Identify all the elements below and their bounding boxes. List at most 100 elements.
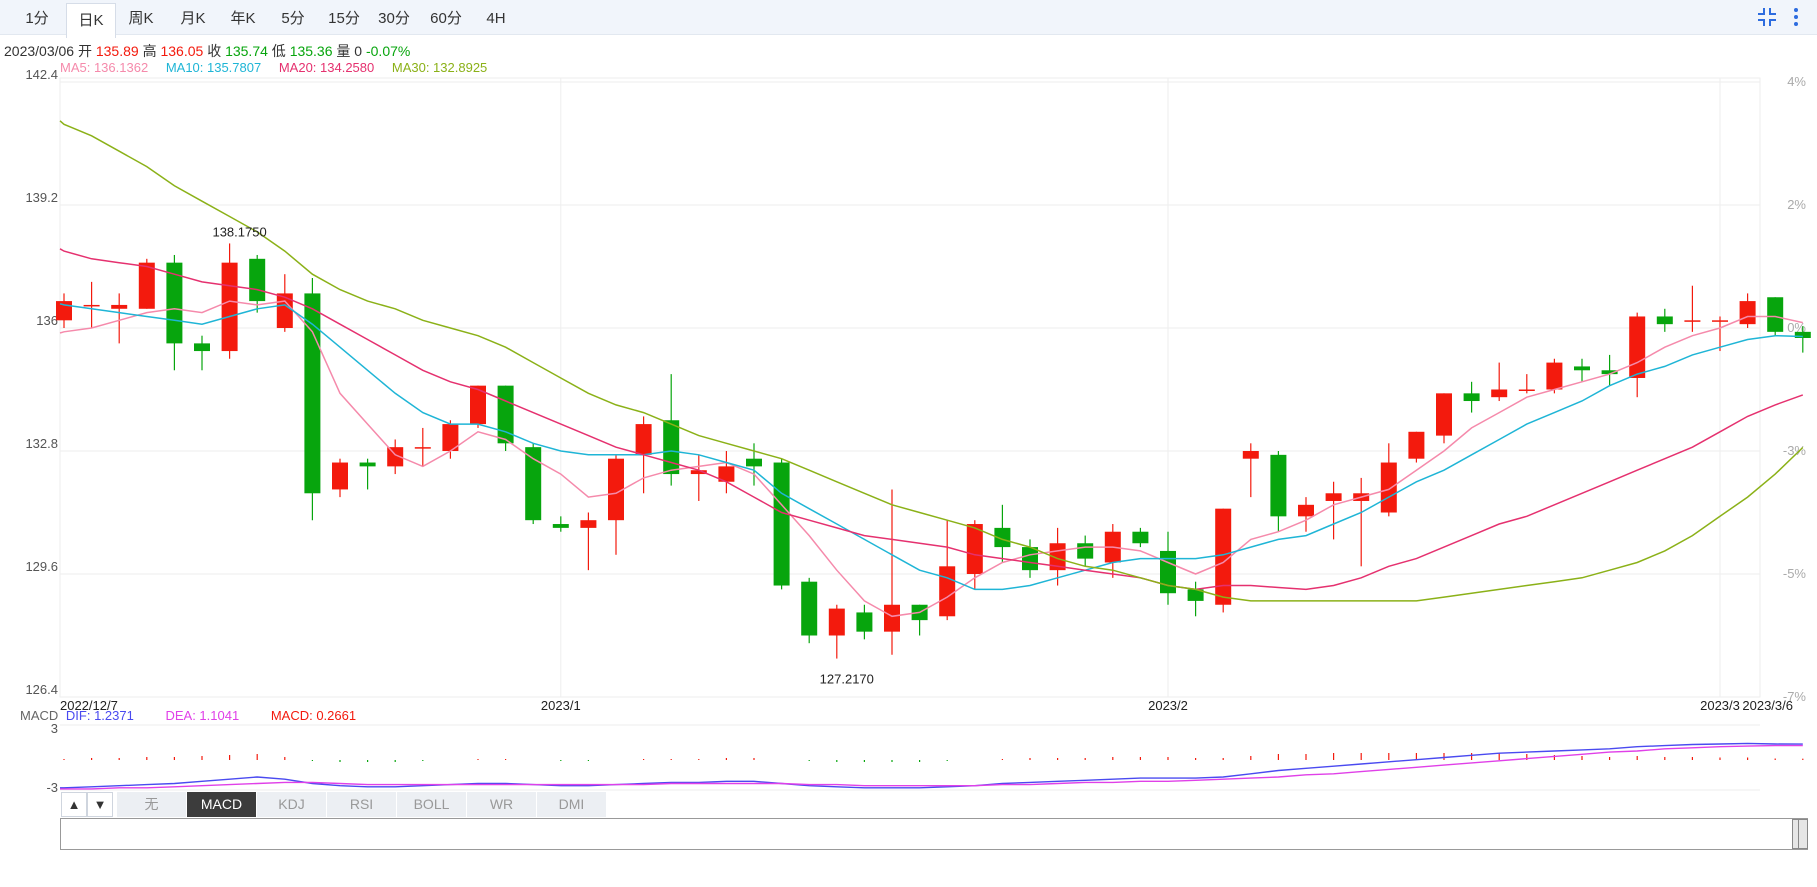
candle-body	[332, 462, 348, 490]
candle	[497, 385, 514, 451]
candle	[1325, 481, 1342, 540]
y-tick-label: 139.2	[25, 190, 58, 205]
candle-body	[801, 581, 818, 636]
candle	[276, 274, 293, 332]
candle-body	[138, 262, 155, 309]
tab-monthly-k[interactable]: 月K	[180, 10, 206, 27]
tab-daily-k[interactable]: 日K	[66, 3, 116, 38]
pct-tick-label: -3%	[1783, 443, 1807, 458]
pct-tick-label: 4%	[1787, 74, 1806, 89]
candle	[1491, 362, 1508, 402]
pct-tick-label: -5%	[1783, 566, 1807, 581]
time-navigator[interactable]	[60, 818, 1808, 850]
candle-body	[1518, 389, 1535, 391]
info-high-value: 136.05	[160, 43, 204, 59]
candle	[1132, 527, 1149, 548]
extreme-annotation: 138.1750	[212, 224, 266, 239]
candle	[1187, 581, 1204, 617]
indicator-tab-rsi[interactable]: RSI	[327, 792, 397, 817]
candle-body	[994, 527, 1011, 548]
candle	[690, 454, 707, 501]
indicator-tab-none[interactable]: 无	[117, 792, 187, 817]
tab-1min[interactable]: 1分	[25, 10, 49, 27]
candle-body	[1408, 431, 1425, 459]
candle	[1794, 326, 1811, 353]
candle-body	[470, 385, 486, 425]
candle-body	[690, 470, 707, 475]
indicator-tab-macd[interactable]: MACD	[187, 792, 257, 817]
candle	[1298, 497, 1314, 532]
arrow-up-button[interactable]: ▲	[61, 792, 87, 817]
candle-body	[387, 447, 404, 467]
candle-body	[83, 304, 100, 307]
date-axis: 2022/12/7 2023/1 2023/2 2023/3 2023/3/6	[60, 698, 1793, 713]
candle	[939, 520, 956, 621]
candle-body	[856, 612, 873, 632]
x-tick-label: 2023/3	[1700, 698, 1740, 713]
candle	[608, 454, 624, 555]
dea-legend: DEA: 1.1041	[165, 708, 240, 723]
candle	[856, 604, 873, 640]
candle-body	[939, 566, 956, 617]
tab-30min[interactable]: 30分	[378, 10, 410, 27]
dif-line	[60, 742, 1803, 789]
tab-yearly-k[interactable]: 年K	[230, 10, 256, 27]
y-tick-label: 129.6	[25, 559, 58, 574]
y-tick-label: 132.8	[25, 436, 58, 451]
candle	[1684, 285, 1701, 332]
candle-body	[1132, 531, 1149, 544]
candle-body	[221, 262, 238, 352]
y-tick-label: 136	[36, 313, 58, 328]
tab-4h[interactable]: 4H	[486, 10, 506, 27]
ma30-legend: MA30: 132.8925	[391, 60, 488, 75]
info-open-label: 开	[77, 43, 92, 59]
arrow-down-button[interactable]: ▼	[87, 792, 113, 817]
extreme-annotation: 127.2170	[820, 672, 874, 687]
tab-weekly-k[interactable]: 周K	[128, 10, 154, 27]
candle-body	[1629, 316, 1646, 378]
indicator-tab-kdj[interactable]: KDJ	[257, 792, 327, 817]
pct-tick-label: 0%	[1787, 320, 1806, 335]
candle-body	[773, 462, 790, 586]
tab-15min[interactable]: 15分	[328, 10, 360, 27]
candle-body	[1298, 504, 1314, 517]
candle-body	[1491, 389, 1508, 398]
dea-line	[60, 744, 1803, 790]
navigator-right-handle[interactable]	[1798, 819, 1808, 849]
candle-body	[1187, 589, 1204, 601]
candle-body	[966, 524, 983, 574]
candle	[1656, 308, 1673, 332]
candle-body	[635, 424, 652, 455]
candle	[83, 281, 100, 328]
candle	[1601, 354, 1618, 386]
x-tick-label: 2023/2	[1148, 698, 1188, 713]
candle	[387, 439, 404, 475]
candle	[1739, 293, 1756, 328]
candle	[1518, 374, 1535, 394]
candle-body	[1215, 508, 1232, 605]
info-open-value: 135.89	[95, 43, 139, 59]
candle-body	[276, 293, 293, 328]
candle-body	[359, 462, 376, 467]
candle-body	[1574, 366, 1590, 371]
indicator-tab-boll[interactable]: BOLL	[397, 792, 467, 817]
tab-5min[interactable]: 5分	[281, 10, 305, 27]
candle	[1463, 381, 1480, 413]
candle-body	[111, 304, 128, 309]
indicator-tab-wr[interactable]: WR	[467, 792, 537, 817]
ma10-line	[59, 303, 1803, 591]
candle-body	[718, 466, 735, 482]
candle	[773, 458, 790, 590]
candle	[1160, 531, 1176, 605]
y-tick-label: 126.4	[25, 682, 58, 697]
collapse-icon[interactable]	[1756, 6, 1778, 28]
candle	[884, 489, 900, 655]
pct-tick-label: 2%	[1787, 197, 1806, 212]
candle-body	[249, 258, 266, 302]
indicator-tab-dmi[interactable]: DMI	[537, 792, 607, 817]
candle-body	[1077, 543, 1094, 559]
more-vertical-icon[interactable]	[1790, 6, 1802, 28]
tab-60min[interactable]: 60分	[430, 10, 462, 27]
candle-body	[1242, 451, 1259, 459]
